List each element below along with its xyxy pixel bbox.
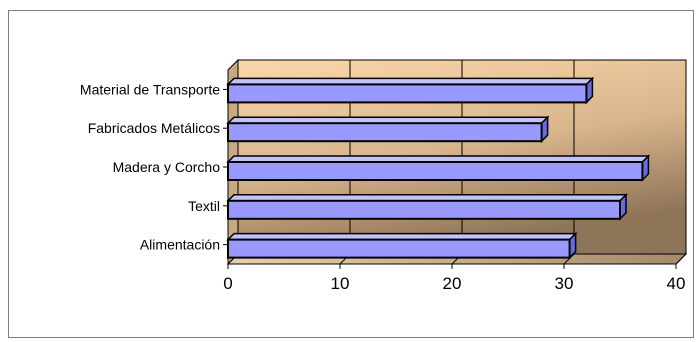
category-label: Fabricados Metálicos	[88, 120, 220, 136]
x-tick-labels: 0 10 20 30 40	[223, 274, 685, 293]
x-tick-label: 0	[223, 274, 232, 293]
x-tick-label: 10	[331, 274, 350, 293]
x-tick-label: 20	[443, 274, 462, 293]
category-label: Madera y Corcho	[113, 159, 221, 175]
bar	[226, 76, 595, 105]
bar-front-face	[227, 199, 621, 220]
bars	[226, 76, 651, 260]
x-tick-label: 40	[667, 274, 686, 293]
bar-front-face	[227, 238, 571, 259]
category-labels: Material de Transporte Fabricados Metálic…	[80, 81, 220, 252]
category-label: Material de Transporte	[80, 81, 220, 97]
category-label: Textil	[188, 198, 220, 214]
bar-front-face	[227, 122, 543, 143]
x-tick-label: 30	[555, 274, 574, 293]
axes	[223, 70, 677, 269]
bar	[226, 231, 578, 260]
bar	[226, 154, 651, 182]
bar-front-face	[227, 161, 644, 181]
category-label: Alimentación	[140, 237, 220, 253]
floor-gridline	[675, 253, 687, 265]
bar	[226, 192, 628, 221]
bar-front-face	[227, 83, 588, 104]
bar	[226, 115, 550, 144]
